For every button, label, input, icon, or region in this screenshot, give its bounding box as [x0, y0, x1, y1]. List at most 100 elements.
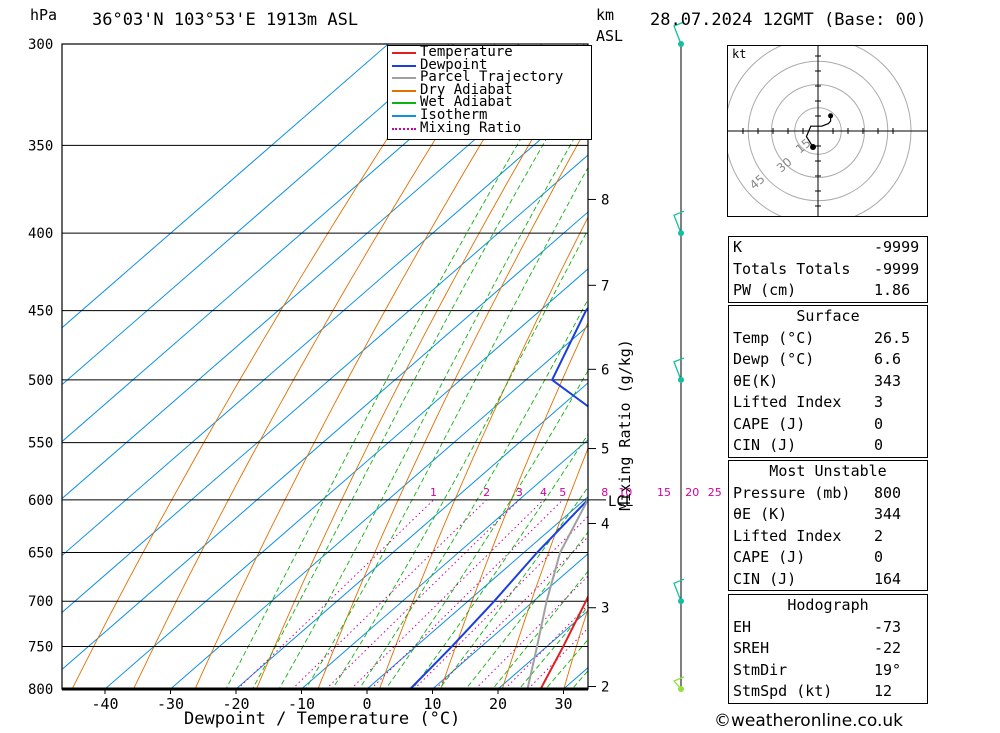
indices-surface-table: Surface Temp (°C) 26.5 Dewp (°C) 6.6 θE(K) 343… [728, 305, 928, 458]
wet-adiabat-line [251, 66, 588, 689]
dewpoint-series-line [409, 306, 588, 689]
pressure-unit-label: hPa [30, 6, 58, 24]
wind-barb [673, 578, 685, 602]
km-tick-label: 4 [601, 516, 609, 532]
diagram-axes: 1 2 3 4 5 8 10 15 20 2530035040045050055060065070… [28, 37, 722, 713]
pressure-tick-label: 350 [28, 138, 53, 154]
indices-row-value: 344 [874, 505, 902, 523]
indices-row-value: 6.6 [874, 350, 902, 368]
legend-item: Isotherm [388, 108, 591, 122]
dry-adiabat-line [501, 447, 588, 689]
temperature-tick-label: -30 [157, 695, 184, 713]
indices-row: Dewp (°C) 6.6 [729, 349, 927, 371]
hodograph-ring-label: 30 [774, 155, 795, 176]
indices-row: SREH -22 [729, 638, 927, 660]
pressure-tick-label: 650 [28, 545, 53, 561]
km-tick-label: 7 [601, 278, 609, 294]
dry-adiabat-line [133, 44, 496, 689]
legend-swatch [392, 77, 416, 80]
indices-section-title: Hodograph [787, 596, 869, 614]
indices-row-value: -9999 [874, 259, 920, 278]
legend-item: Mixing Ratio [388, 121, 591, 134]
indices-row: Totals Totals -9999 [729, 259, 927, 281]
isotherm-line [62, 44, 520, 443]
indices-row-label: Temp (°C) [733, 328, 815, 347]
legend-label: Dry Adiabat [420, 81, 513, 98]
mixing-ratio-label: 1 [430, 486, 437, 499]
isotherm-line [62, 44, 455, 386]
indices-row-label: Pressure (mb) [733, 483, 851, 502]
temperature-tick-label: 0 [362, 695, 371, 713]
pressure-tick-label: 800 [28, 682, 53, 698]
indices-row: Lifted Index 2 [729, 526, 927, 548]
indices-row-value: -22 [874, 639, 902, 657]
pressure-tick-label: 300 [28, 37, 53, 53]
mixing-ratio-label: 25 [708, 486, 722, 499]
pressure-tick-label: 400 [28, 226, 53, 242]
isotherm-line [62, 44, 389, 329]
legend-swatch [392, 127, 416, 130]
wet-adiabat-line [385, 369, 588, 689]
dry-adiabat-line [71, 44, 450, 689]
indices-hodograph-table: Hodograph EH -73 SREH -22 StmDir 19° StmSpd (kt… [728, 594, 928, 704]
dry-adiabat-line [194, 44, 542, 689]
legend-item: Temperature [388, 45, 591, 59]
indices-row-value: 19° [874, 660, 902, 679]
wet-adiabat-line [225, 44, 578, 689]
indices-row-label: CAPE (J) [733, 548, 806, 566]
mixing-ratio-line [350, 499, 544, 689]
indices-row-label: Dewp (°C) [733, 350, 815, 368]
indices-row: StmSpd (kt) 12 [729, 681, 927, 703]
wet-adiabat-line [412, 433, 588, 689]
dry-adiabat-line [317, 124, 588, 689]
km-tick-label: 8 [601, 192, 609, 208]
km-tick-label: 6 [601, 362, 609, 378]
dry-adiabat-line [992, 44, 1000, 705]
km-tick-label: 5 [601, 442, 609, 458]
mixing-ratio-label: 20 [685, 486, 699, 499]
wind-barb [672, 676, 685, 690]
pressure-tick-label: 750 [28, 640, 53, 656]
mixing-ratio-line [237, 499, 434, 689]
mixing-ratio-line [325, 499, 520, 689]
indices-row-label: CIN (J) [733, 436, 797, 454]
indices-row-value: 26.5 [874, 328, 911, 347]
isotherm-line [104, 268, 588, 689]
isotherm-line [235, 382, 588, 689]
pressure-tick-label: 500 [28, 373, 53, 389]
datetime-title: 28.07.2024 12GMT (Base: 00) [650, 10, 927, 30]
indices-row-value: 0 [874, 414, 884, 433]
temperature-tick-label: -20 [222, 695, 249, 713]
hodograph-ring-label: 45 [747, 172, 768, 193]
legend-item: Wet Adiabat [388, 96, 591, 109]
chart-legend: Temperature Dewpoint Parcel Trajectory Dry … [387, 45, 592, 140]
dry-adiabat-line [440, 321, 588, 689]
dry-adiabat-line [563, 607, 588, 689]
indices-row-label: StmDir [733, 660, 788, 679]
indices-row-label: θE(K) [733, 371, 779, 390]
mixing-ratio-label: 5 [559, 486, 566, 499]
pressure-tick-label: 550 [28, 436, 53, 452]
indices-row: PW (cm) 1.86 [729, 280, 927, 302]
legend-label: Wet Adiabat [420, 94, 513, 111]
legend-label: Parcel Trajectory [420, 69, 564, 86]
location-title: 36°03'N 103°53'E 1913m ASL [92, 10, 359, 30]
indices-row-label: θE (K) [733, 505, 788, 523]
hodograph-start-dot [810, 144, 816, 150]
pressure-tick-label: 700 [28, 594, 53, 610]
mixing-ratio-label: 15 [657, 486, 671, 499]
wet-adiabat-line [331, 228, 588, 689]
mixing-ratio-label: 8 [601, 486, 608, 499]
legend-swatch [392, 64, 416, 67]
legend-label: Dewpoint [420, 56, 488, 73]
diagram-grid [62, 44, 1000, 705]
indices-general-table: K -9999 Totals Totals -9999 PW (cm) 1.86 [728, 236, 928, 303]
indices-row-label: CIN (J) [733, 569, 797, 588]
wet-adiabat-line [305, 166, 588, 689]
isotherm-line [62, 154, 588, 614]
wet-adiabat-line [438, 486, 588, 689]
height-unit-km: km [596, 6, 615, 24]
indices-row-value: 0 [874, 548, 884, 566]
isotherm-line [366, 496, 588, 689]
